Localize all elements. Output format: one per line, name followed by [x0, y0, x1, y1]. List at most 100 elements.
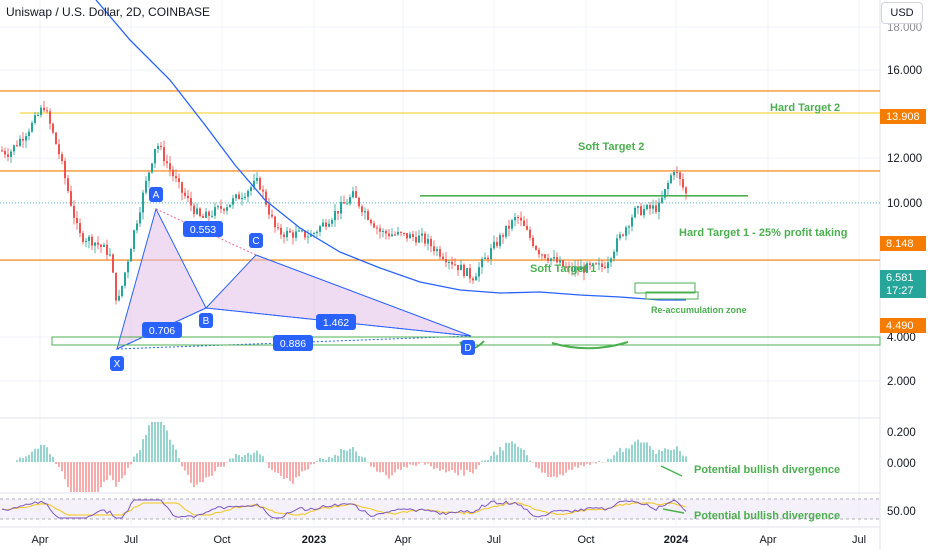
candle-body: [280, 227, 282, 235]
candle-body: [67, 178, 69, 192]
candle-body: [574, 266, 576, 272]
candle-body: [202, 215, 204, 218]
macd-bar: [544, 462, 546, 473]
tag-countdown-text: 17:27: [886, 285, 914, 297]
candle-body: [181, 182, 183, 193]
macd-bar: [502, 450, 504, 462]
tag-current-price-text: 6.581: [886, 272, 914, 284]
macd-bar: [274, 462, 276, 473]
point-c[interactable]: C: [249, 233, 263, 248]
candle-body: [475, 276, 477, 281]
macd-bar: [514, 443, 516, 462]
candle-body: [25, 136, 27, 141]
candle-body: [484, 257, 486, 259]
macd-histogram: [16, 422, 687, 492]
macd-bar: [103, 462, 105, 482]
grid: [0, 0, 880, 527]
candle-body: [388, 233, 390, 237]
macd-bar: [598, 460, 600, 462]
candle-body: [154, 148, 156, 164]
macd-bar: [439, 462, 441, 471]
macd-bar: [250, 454, 252, 462]
ratio-label-0886[interactable]: 0.886: [273, 335, 313, 351]
macd-bar: [517, 446, 519, 462]
candle-body: [55, 132, 57, 145]
macd-bar: [229, 458, 231, 462]
macd-bar: [61, 462, 63, 472]
date-tick-oct-2023: Oct: [577, 534, 594, 546]
macd-bar: [178, 458, 180, 462]
candle-body: [520, 217, 522, 221]
candle-body: [535, 246, 537, 250]
macd-tick-020: 0.200: [887, 427, 916, 439]
macd-bar: [655, 453, 657, 462]
currency-button[interactable]: USD: [881, 2, 923, 24]
point-a[interactable]: A: [149, 187, 163, 202]
candle-body: [13, 145, 15, 152]
macd-bar: [436, 462, 438, 468]
candle-body: [406, 232, 408, 239]
candle-body: [424, 233, 426, 244]
candle-body: [232, 198, 234, 205]
candle-body: [31, 122, 33, 132]
macd-bar: [277, 462, 279, 474]
macd-bar: [337, 455, 339, 462]
macd-bar: [175, 449, 177, 462]
macd-bar: [469, 462, 471, 473]
macd-bar: [148, 425, 150, 462]
candle-body: [349, 197, 351, 204]
macd-bar: [382, 462, 384, 473]
candle-body: [187, 195, 189, 199]
candle-body: [10, 151, 12, 157]
candle-body: [514, 217, 516, 221]
candle-body: [463, 264, 465, 277]
rsi-line: [1, 499, 687, 519]
macd-bar: [370, 462, 372, 467]
candle-body: [40, 107, 42, 115]
macd-bar: [31, 451, 33, 462]
point-d[interactable]: D: [461, 340, 475, 355]
macd-bar: [253, 452, 255, 462]
candle-body: [517, 217, 519, 219]
ratio-label-0553[interactable]: 0.553: [183, 221, 223, 237]
candle-body: [340, 202, 342, 214]
candle-body: [358, 197, 360, 207]
candle-body: [196, 208, 198, 215]
tag-13908-text: 13.908: [886, 111, 920, 123]
candle-body: [394, 234, 396, 236]
macd-bar: [127, 462, 129, 468]
candle-body: [553, 257, 555, 259]
ratio-label-0706[interactable]: 0.706: [142, 322, 182, 338]
candle-body: [292, 232, 294, 238]
macd-bar: [340, 448, 342, 462]
macd-bar: [154, 422, 156, 462]
macd-bar: [493, 451, 495, 462]
candle-body: [94, 242, 96, 246]
macd-bar: [121, 462, 123, 479]
macd-bar: [73, 462, 75, 492]
date-tick-jul-2024: Jul: [852, 534, 866, 546]
candle-body: [253, 180, 255, 188]
macd-bar: [343, 449, 345, 462]
candle-body: [163, 147, 165, 162]
macd-bar: [529, 460, 531, 462]
macd-bar: [70, 462, 72, 492]
macd-bar: [331, 457, 333, 462]
ratio-label-1462[interactable]: 1.462: [316, 314, 356, 330]
candle-body: [409, 234, 411, 239]
macd-bar: [454, 462, 456, 473]
macd-bar: [580, 462, 582, 466]
macd-bar: [418, 462, 420, 464]
macd-bar: [316, 461, 318, 462]
macd-bar: [409, 462, 411, 465]
point-x[interactable]: X: [110, 356, 124, 371]
tag-8148-text: 8.148: [886, 238, 914, 250]
macd-bar: [313, 462, 315, 464]
macd-bar: [583, 462, 585, 467]
macd-bar: [193, 462, 195, 488]
macd-bar: [241, 456, 243, 462]
candle-body: [73, 205, 75, 218]
candle-body: [301, 230, 303, 232]
point-b[interactable]: B: [199, 313, 213, 328]
